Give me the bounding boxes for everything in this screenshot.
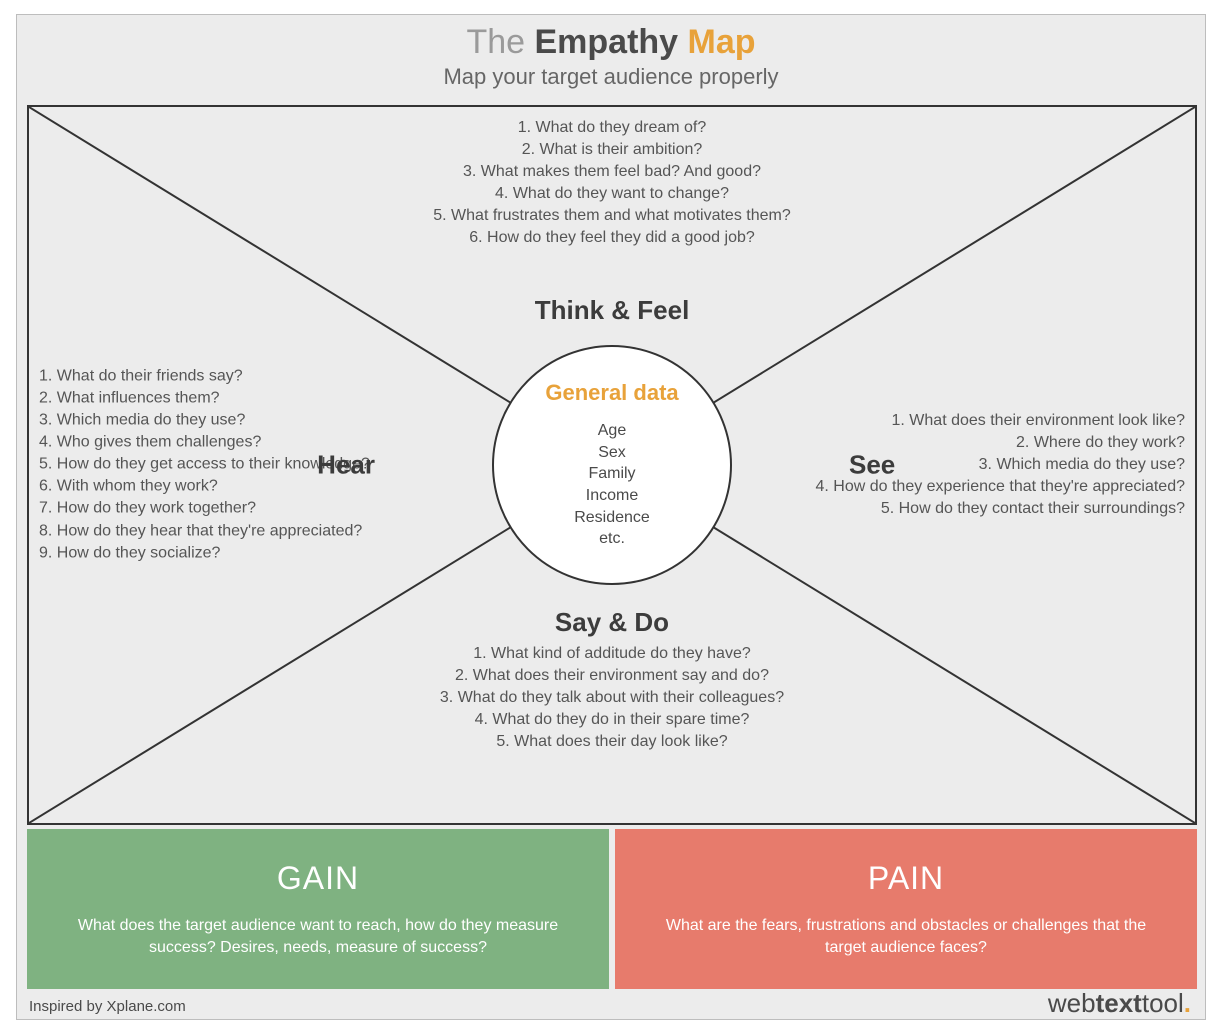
- title-word-1: The: [466, 23, 525, 61]
- gain-title: GAIN: [277, 860, 359, 897]
- brand-logo: webtexttool.: [1048, 988, 1191, 1019]
- list-item: 7. How do they work together?: [39, 498, 370, 520]
- list-item: 1. What do their friends say?: [39, 366, 370, 388]
- gain-text: What does the target audience want to re…: [67, 915, 569, 958]
- header: The Empathy Map Map your target audience…: [17, 15, 1205, 90]
- general-data-circle: General data AgeSexFamilyIncomeResidence…: [492, 345, 732, 585]
- gain-box: GAIN What does the target audience want …: [27, 829, 609, 989]
- general-data-items: AgeSexFamilyIncomeResidenceetc.: [574, 420, 650, 550]
- list-item: etc.: [574, 528, 650, 550]
- list-item: 4. What do they do in their spare time?: [440, 709, 784, 731]
- list-item: Family: [574, 463, 650, 485]
- pain-title: PAIN: [868, 860, 944, 897]
- see-label: See: [849, 450, 895, 481]
- list-item: 5. What does their day look like?: [440, 731, 784, 753]
- list-item: 3. What makes them feel bad? And good?: [433, 161, 791, 183]
- list-item: 6. How do they feel they did a good job?: [433, 227, 791, 249]
- think-feel-label: Think & Feel: [535, 295, 690, 326]
- brand-word-1: web: [1048, 988, 1096, 1018]
- list-item: 9. How do they socialize?: [39, 542, 370, 564]
- gain-pain-row: GAIN What does the target audience want …: [27, 829, 1197, 989]
- list-item: 2. What does their environment say and d…: [440, 665, 784, 687]
- empathy-map-grid: 1. What do they dream of?2. What is thei…: [27, 105, 1197, 825]
- say-do-label: Say & Do: [555, 607, 669, 638]
- general-data-title: General data: [545, 380, 678, 406]
- say-do-questions: 1. What kind of additude do they have?2.…: [440, 643, 784, 753]
- page-title: The Empathy Map: [17, 23, 1205, 62]
- list-item: Sex: [574, 442, 650, 464]
- list-item: 3. Which media do they use?: [39, 410, 370, 432]
- title-word-2: Empathy: [535, 23, 679, 61]
- list-item: 1. What does their environment look like…: [815, 410, 1185, 432]
- pain-text: What are the fears, frustrations and obs…: [655, 915, 1157, 958]
- pain-box: PAIN What are the fears, frustrations an…: [615, 829, 1197, 989]
- brand-word-2: text: [1096, 988, 1142, 1018]
- list-item: 2. What is their ambition?: [433, 139, 791, 161]
- title-word-3: Map: [688, 23, 756, 61]
- list-item: 3. What do they talk about with their co…: [440, 687, 784, 709]
- attribution: Inspired by Xplane.com: [29, 998, 186, 1015]
- think-feel-questions: 1. What do they dream of?2. What is thei…: [433, 117, 791, 249]
- list-item: 4. What do they want to change?: [433, 183, 791, 205]
- list-item: 8. How do they hear that they're appreci…: [39, 520, 370, 542]
- brand-word-3: tool: [1142, 988, 1184, 1018]
- page-subtitle: Map your target audience properly: [17, 64, 1205, 90]
- list-item: 5. What frustrates them and what motivat…: [433, 205, 791, 227]
- list-item: 1. What do they dream of?: [433, 117, 791, 139]
- list-item: Residence: [574, 507, 650, 529]
- list-item: 2. What influences them?: [39, 388, 370, 410]
- list-item: Age: [574, 420, 650, 442]
- hear-label: Hear: [317, 450, 375, 481]
- empathy-map-card: The Empathy Map Map your target audience…: [16, 14, 1206, 1020]
- brand-dot: .: [1184, 988, 1191, 1018]
- list-item: 5. How do they contact their surrounding…: [815, 498, 1185, 520]
- list-item: 1. What kind of additude do they have?: [440, 643, 784, 665]
- list-item: Income: [574, 485, 650, 507]
